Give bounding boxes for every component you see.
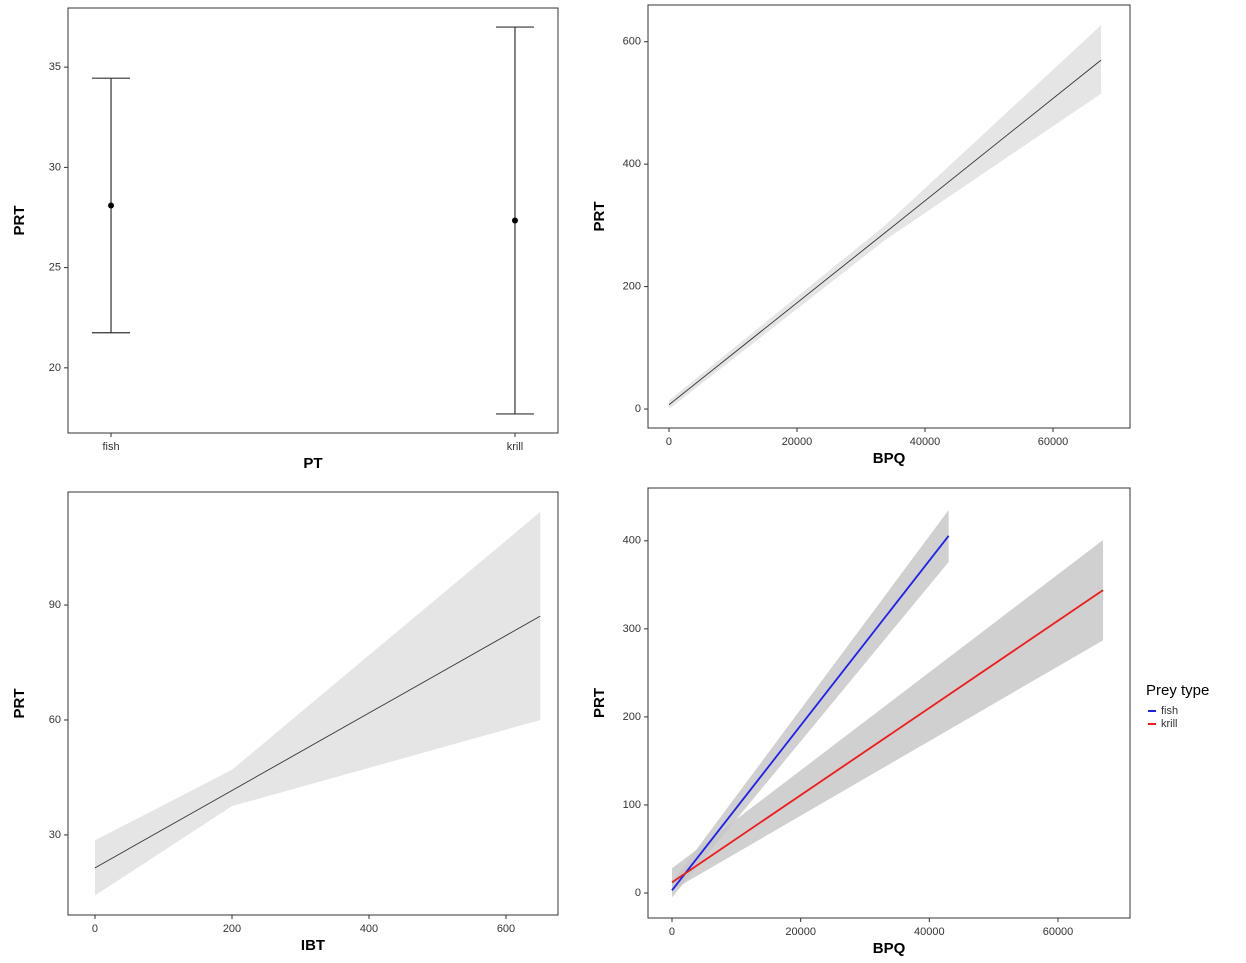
plot-frame xyxy=(67,491,559,916)
plot-frame xyxy=(647,4,1131,429)
y-tick-label: 25 xyxy=(49,262,61,274)
confidence-band xyxy=(668,25,1102,410)
x-tick-label: 20000 xyxy=(782,436,813,448)
x-tick-label: 200 xyxy=(223,923,241,935)
y-tick-label: 90 xyxy=(49,599,61,611)
y-tick-label: 200 xyxy=(623,711,641,723)
legend-label: fish xyxy=(1161,705,1178,717)
legend-label: krill xyxy=(1161,718,1178,730)
x-tick-label: 60000 xyxy=(1043,926,1074,938)
y-tick-label: 60 xyxy=(49,714,61,726)
mean-point xyxy=(108,202,115,209)
x-axis-title: IBT xyxy=(301,937,325,954)
fit-line xyxy=(671,589,1104,884)
fit-line xyxy=(668,59,1102,406)
x-axis-title: BPQ xyxy=(873,940,906,957)
x-tick-label: fish xyxy=(102,441,119,453)
x-tick-label: 20000 xyxy=(785,926,816,938)
y-tick-label: 100 xyxy=(623,799,641,811)
x-axis-title: BPQ xyxy=(873,450,906,467)
y-tick-label: 600 xyxy=(623,36,641,48)
y-tick-label: 35 xyxy=(49,61,61,73)
x-tick-label: 600 xyxy=(497,923,515,935)
plot-frame xyxy=(67,7,559,434)
y-axis-title: PRT xyxy=(591,202,608,232)
y-axis-title: PRT xyxy=(591,688,608,718)
legend-title: Prey type xyxy=(1146,682,1209,699)
y-tick-label: 400 xyxy=(623,535,641,547)
x-tick-label: 0 xyxy=(666,436,672,448)
y-tick-label: 0 xyxy=(635,887,641,899)
y-tick-label: 200 xyxy=(623,280,641,292)
plot-frame xyxy=(647,487,1131,919)
fit-line xyxy=(94,615,541,869)
x-tick-label: 40000 xyxy=(914,926,945,938)
y-tick-label: 20 xyxy=(49,362,61,374)
x-tick-label: 0 xyxy=(92,923,98,935)
y-tick-label: 400 xyxy=(623,158,641,170)
y-tick-label: 30 xyxy=(49,829,61,841)
confidence-band xyxy=(671,539,1104,891)
x-axis-title: PT xyxy=(303,455,322,472)
y-axis-title: PRT xyxy=(11,206,28,236)
mean-point xyxy=(511,217,518,224)
y-tick-label: 0 xyxy=(635,403,641,415)
y-tick-label: 300 xyxy=(623,623,641,635)
x-tick-label: 40000 xyxy=(910,436,941,448)
y-tick-label: 30 xyxy=(49,161,61,173)
confidence-band xyxy=(94,511,541,896)
fit-line xyxy=(671,535,950,891)
x-tick-label: krill xyxy=(507,441,524,453)
x-tick-label: 0 xyxy=(669,926,675,938)
x-tick-label: 400 xyxy=(360,923,378,935)
x-tick-label: 60000 xyxy=(1038,436,1069,448)
y-axis-title: PRT xyxy=(11,689,28,719)
